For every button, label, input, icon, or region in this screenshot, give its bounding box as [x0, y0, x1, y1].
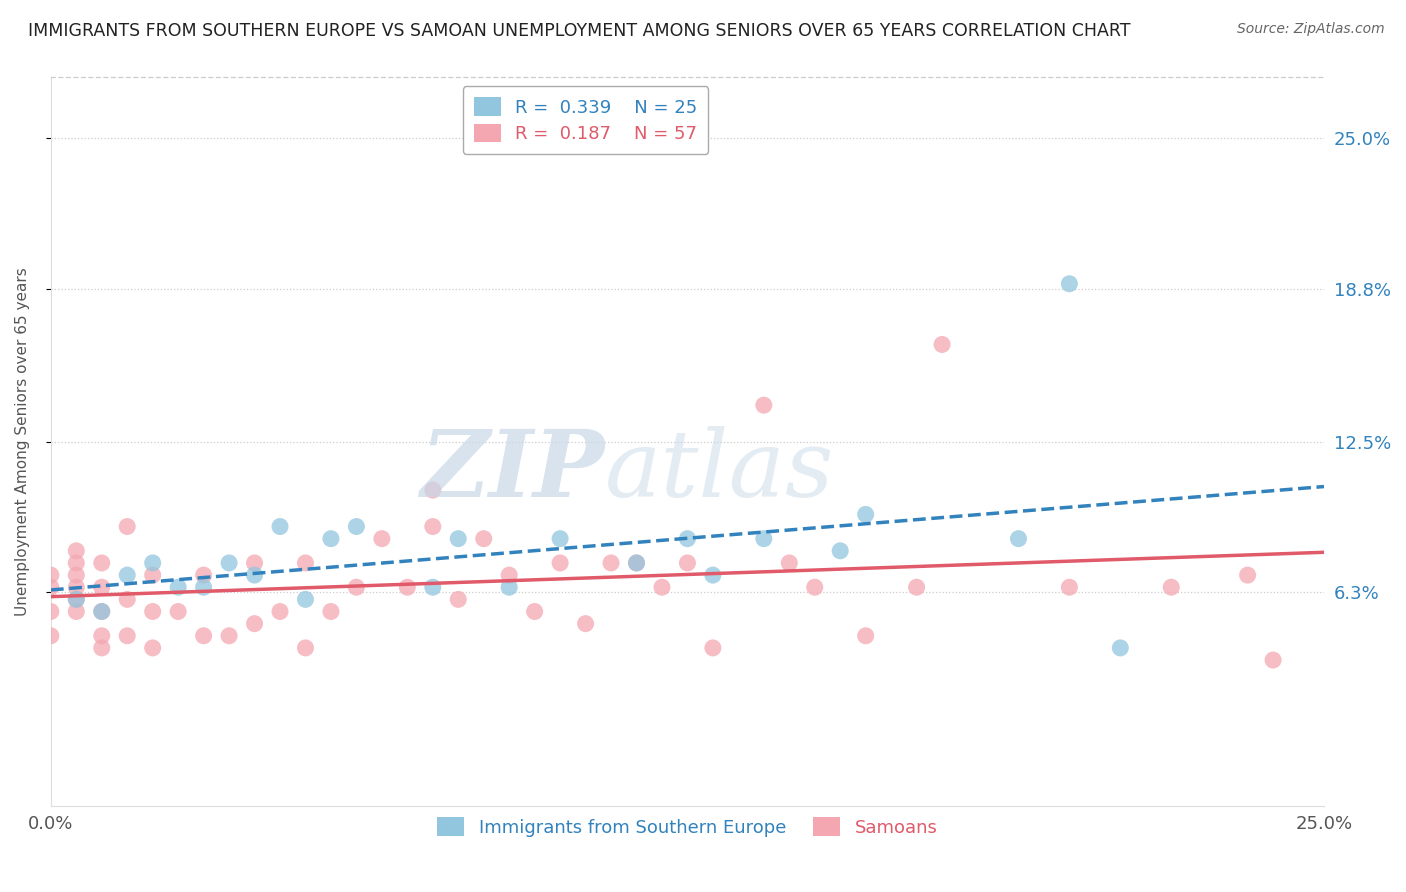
Point	[523, 605, 546, 619]
Point	[218, 629, 240, 643]
Point	[702, 640, 724, 655]
Point	[1160, 580, 1182, 594]
Point	[905, 580, 928, 594]
Point	[39, 629, 62, 643]
Point	[344, 519, 367, 533]
Point	[472, 532, 495, 546]
Point	[269, 519, 291, 533]
Point	[115, 592, 138, 607]
Point	[422, 580, 444, 594]
Point	[243, 568, 266, 582]
Point	[651, 580, 673, 594]
Point	[218, 556, 240, 570]
Point	[65, 556, 87, 570]
Point	[1261, 653, 1284, 667]
Point	[294, 556, 316, 570]
Point	[1059, 580, 1081, 594]
Point	[65, 544, 87, 558]
Point	[90, 580, 112, 594]
Point	[676, 532, 699, 546]
Point	[115, 519, 138, 533]
Point	[498, 568, 520, 582]
Text: IMMIGRANTS FROM SOUTHERN EUROPE VS SAMOAN UNEMPLOYMENT AMONG SENIORS OVER 65 YEA: IMMIGRANTS FROM SOUTHERN EUROPE VS SAMOA…	[28, 22, 1130, 40]
Point	[65, 592, 87, 607]
Point	[1059, 277, 1081, 291]
Point	[39, 605, 62, 619]
Point	[1236, 568, 1258, 582]
Point	[803, 580, 825, 594]
Point	[193, 568, 215, 582]
Point	[65, 580, 87, 594]
Point	[626, 556, 648, 570]
Point	[90, 629, 112, 643]
Point	[115, 568, 138, 582]
Point	[548, 532, 571, 546]
Point	[243, 616, 266, 631]
Point	[422, 483, 444, 497]
Point	[1007, 532, 1029, 546]
Point	[752, 532, 775, 546]
Legend: Immigrants from Southern Europe, Samoans: Immigrants from Southern Europe, Samoans	[430, 810, 945, 844]
Point	[422, 519, 444, 533]
Point	[167, 580, 190, 594]
Point	[193, 629, 215, 643]
Point	[193, 580, 215, 594]
Point	[855, 629, 877, 643]
Point	[39, 580, 62, 594]
Point	[142, 640, 165, 655]
Point	[778, 556, 800, 570]
Y-axis label: Unemployment Among Seniors over 65 years: Unemployment Among Seniors over 65 years	[15, 268, 30, 616]
Point	[548, 556, 571, 570]
Point	[1109, 640, 1132, 655]
Point	[319, 532, 342, 546]
Point	[90, 605, 112, 619]
Point	[319, 605, 342, 619]
Point	[498, 580, 520, 594]
Point	[371, 532, 394, 546]
Point	[115, 629, 138, 643]
Point	[90, 605, 112, 619]
Point	[65, 568, 87, 582]
Text: ZIP: ZIP	[420, 425, 605, 516]
Point	[142, 556, 165, 570]
Point	[269, 605, 291, 619]
Point	[65, 605, 87, 619]
Point	[294, 640, 316, 655]
Point	[294, 592, 316, 607]
Point	[676, 556, 699, 570]
Point	[702, 568, 724, 582]
Point	[931, 337, 953, 351]
Point	[855, 508, 877, 522]
Point	[830, 544, 852, 558]
Point	[39, 568, 62, 582]
Point	[243, 556, 266, 570]
Point	[344, 580, 367, 594]
Point	[447, 592, 470, 607]
Point	[574, 616, 596, 631]
Point	[752, 398, 775, 412]
Point	[90, 556, 112, 570]
Text: Source: ZipAtlas.com: Source: ZipAtlas.com	[1237, 22, 1385, 37]
Text: atlas: atlas	[605, 425, 834, 516]
Point	[65, 592, 87, 607]
Point	[626, 556, 648, 570]
Point	[600, 556, 623, 570]
Point	[142, 605, 165, 619]
Point	[447, 532, 470, 546]
Point	[167, 605, 190, 619]
Point	[396, 580, 419, 594]
Point	[90, 640, 112, 655]
Point	[142, 568, 165, 582]
